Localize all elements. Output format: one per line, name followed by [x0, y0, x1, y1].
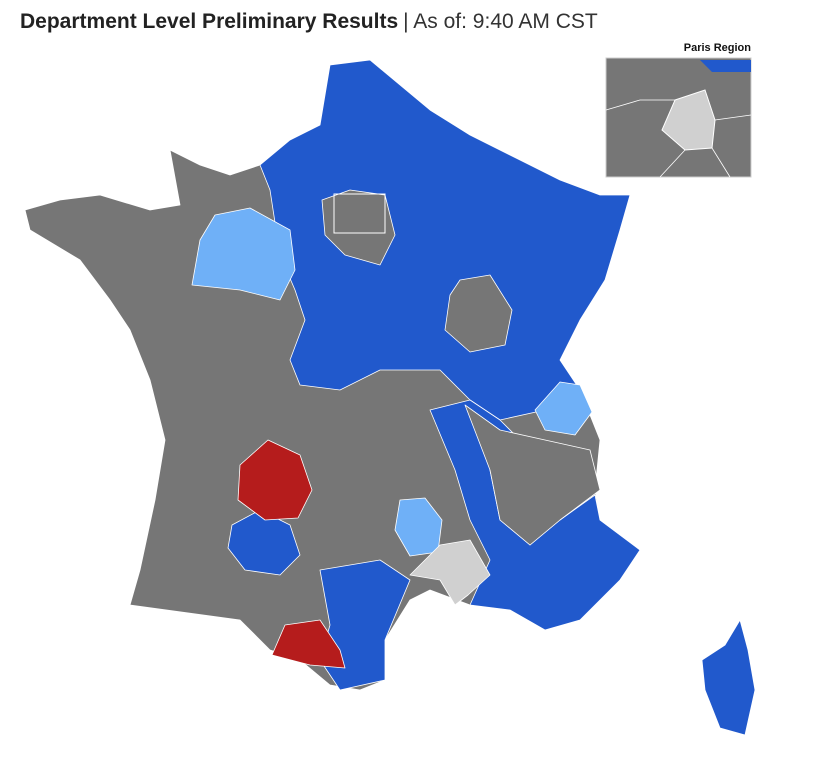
department-region [259, 59, 631, 421]
department-region [444, 274, 513, 353]
department-region [700, 60, 751, 72]
title-line: Department Level Preliminary Results | As… [20, 10, 598, 33]
department-region [464, 404, 601, 546]
title: Department Level Preliminary Results [20, 10, 398, 33]
department-region [409, 539, 491, 606]
inset-marker [333, 193, 386, 234]
paris-inset: Paris Region [605, 42, 752, 178]
department-region [191, 207, 296, 301]
department-region [271, 619, 346, 669]
department-region [237, 439, 313, 521]
department-region [534, 381, 593, 436]
inset-label: Paris Region [684, 42, 752, 54]
department-region [321, 189, 396, 266]
department-region [319, 559, 411, 691]
timestamp: | As of: 9:40 AM CST [403, 10, 598, 33]
inset-borders [605, 99, 752, 178]
corsica [701, 619, 756, 736]
france-map [24, 59, 756, 736]
